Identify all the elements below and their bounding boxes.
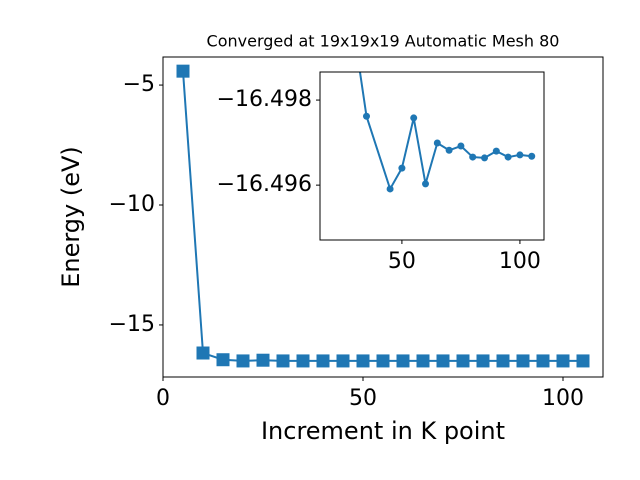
marker bbox=[481, 154, 489, 162]
marker bbox=[316, 354, 330, 368]
marker bbox=[362, 112, 370, 120]
marker bbox=[216, 353, 230, 367]
marker bbox=[376, 354, 390, 368]
x-tick-label: 100 bbox=[499, 249, 541, 274]
marker bbox=[492, 147, 500, 155]
y-tick-label: −5 bbox=[123, 72, 155, 97]
marker bbox=[445, 146, 453, 154]
marker bbox=[398, 164, 406, 172]
plot-area bbox=[176, 64, 590, 368]
marker bbox=[396, 354, 410, 368]
marker bbox=[356, 354, 370, 368]
marker bbox=[336, 354, 350, 368]
plot-frame bbox=[319, 71, 545, 241]
marker bbox=[176, 64, 190, 78]
marker bbox=[386, 185, 394, 193]
marker bbox=[433, 139, 441, 147]
marker bbox=[416, 354, 430, 368]
x-tick-label: 100 bbox=[542, 386, 584, 411]
marker bbox=[256, 353, 270, 367]
marker bbox=[276, 354, 290, 368]
marker bbox=[504, 153, 512, 161]
x-tick-label: 50 bbox=[349, 386, 377, 411]
marker bbox=[236, 354, 250, 368]
marker bbox=[528, 152, 536, 160]
marker bbox=[422, 180, 430, 188]
y-tick-label: −16.496 bbox=[217, 172, 312, 197]
marker bbox=[516, 151, 524, 159]
marker bbox=[196, 346, 210, 360]
y-tick-label: −10 bbox=[109, 192, 155, 217]
marker bbox=[456, 354, 470, 368]
x-tick-label: 50 bbox=[388, 249, 416, 274]
y-tick-label: −16.498 bbox=[217, 87, 312, 112]
plot-area bbox=[358, 72, 536, 193]
marker bbox=[436, 354, 450, 368]
marker bbox=[516, 354, 530, 368]
marker bbox=[576, 354, 590, 368]
x-tick-label: 0 bbox=[156, 386, 170, 411]
marker bbox=[296, 354, 310, 368]
y-tick-label: −15 bbox=[109, 312, 155, 337]
marker bbox=[496, 354, 510, 368]
marker bbox=[469, 153, 477, 161]
plot-frame bbox=[162, 56, 604, 378]
marker bbox=[556, 354, 570, 368]
chart-title: Converged at 19x19x19 Automatic Mesh 80 bbox=[207, 32, 560, 51]
marker bbox=[410, 114, 418, 122]
marker bbox=[476, 354, 490, 368]
x-axis-label: Increment in K point bbox=[261, 417, 505, 445]
y-axis-label: Energy (eV) bbox=[57, 146, 85, 288]
marker bbox=[457, 142, 465, 150]
marker bbox=[536, 354, 550, 368]
